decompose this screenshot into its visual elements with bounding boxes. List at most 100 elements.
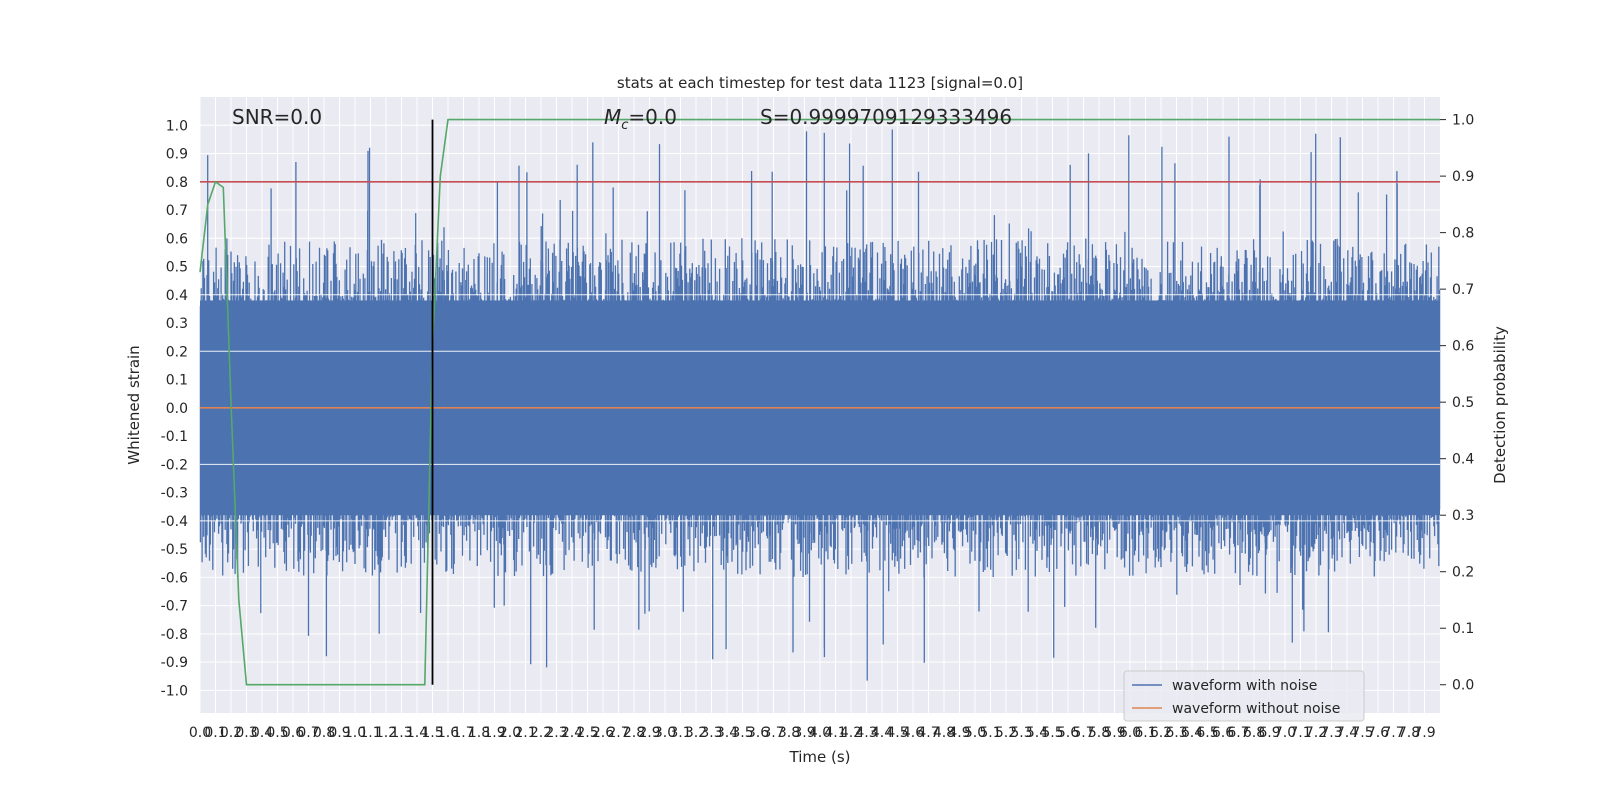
snr-annotation: SNR=0.0	[232, 105, 322, 129]
x-tick: 6.6	[1212, 725, 1234, 741]
x-tick: 2.9	[638, 725, 660, 741]
x-tick: 5.2	[995, 725, 1017, 741]
x-tick: 6.8	[1243, 725, 1265, 741]
series-lines	[199, 118, 1440, 686]
y-tick-left: 1.0	[166, 118, 188, 134]
x-tick: 4.1	[824, 725, 846, 741]
x-tick: 7.6	[1367, 725, 1389, 741]
x-tick: 1.8	[468, 725, 490, 741]
mc-symbol: M	[604, 105, 621, 129]
x-tick: 5.8	[1088, 725, 1110, 741]
x-tick: 2.3	[545, 725, 567, 741]
x-tick: 6.1	[1134, 725, 1156, 741]
x-axis-label: Time (s)	[789, 748, 851, 766]
y-tick-left: 0.6	[166, 231, 188, 247]
x-tick: 5.6	[1057, 725, 1079, 741]
x-tick: 1.0	[344, 725, 366, 741]
x-tick: 0.3	[235, 725, 257, 741]
x-tick: 3.8	[778, 725, 800, 741]
x-tick: 6.2	[1150, 725, 1172, 741]
y-tick-right: 0.5	[1452, 395, 1474, 411]
y-tick-left: 0.1	[166, 373, 188, 389]
x-tick: 5.7	[1072, 725, 1094, 741]
y-tick-right: 0.9	[1452, 169, 1474, 185]
x-tick: 7.3	[1320, 725, 1342, 741]
x-tick: 1.7	[452, 725, 474, 741]
y-tick-right: 0.3	[1452, 508, 1474, 524]
y-axis-label-left: Whitened strain	[125, 345, 143, 464]
x-tick: 0.8	[313, 725, 335, 741]
y-tick-left: 0.4	[166, 288, 188, 304]
x-tick: 3.6	[747, 725, 769, 741]
x-tick: 2.7	[607, 725, 629, 741]
y-tick-left: 0.9	[166, 147, 188, 163]
y-tick-right: 0.7	[1452, 282, 1474, 298]
y-tick-left: 0.2	[166, 344, 188, 360]
y-tick-left: 0.0	[166, 401, 188, 417]
x-tick: 3.5	[731, 725, 753, 741]
right-axis-ticks: 0.0 0.1 0.2 0.3 0.4 0.5 0.6 0.7 0.8 0.9 1.0	[1440, 113, 1474, 694]
x-tick: 1.2	[375, 725, 397, 741]
x-tick: 4.8	[933, 725, 955, 741]
y-tick-left: -0.3	[161, 486, 188, 502]
legend: waveform with noise waveform without noi…	[1123, 670, 1365, 722]
x-tick: 1.9	[483, 725, 505, 741]
x-tick: 1.4	[406, 725, 428, 741]
y-tick-left: -1.0	[161, 683, 188, 699]
x-tick: 2.1	[514, 725, 536, 741]
x-tick: 1.5	[421, 725, 443, 741]
x-tick: 3.1	[669, 725, 691, 741]
y-tick-left: 0.8	[166, 175, 188, 191]
mc-value: =0.0	[628, 105, 677, 129]
x-tick: 4.3	[855, 725, 877, 741]
x-tick: 7.2	[1305, 725, 1327, 741]
left-axis-ticks: -1.0 -0.9 -0.8 -0.7 -0.6 -0.5 -0.4 -0.3 -0.2 -0.1…	[161, 118, 188, 699]
x-tick: 5.9	[1103, 725, 1125, 741]
x-tick: 3.2	[685, 725, 707, 741]
y-axis-label-right: Detection probability	[1491, 326, 1509, 484]
x-tick: 6.9	[1258, 725, 1280, 741]
x-tick: 3.0	[654, 725, 676, 741]
x-tick: 2.6	[592, 725, 614, 741]
x-tick: 0.0	[189, 725, 211, 741]
x-tick: 7.0	[1274, 725, 1296, 741]
x-tick: 2.5	[576, 725, 598, 741]
y-tick-right: 0.6	[1452, 339, 1474, 355]
x-tick: 4.2	[840, 725, 862, 741]
x-tick: 6.3	[1165, 725, 1187, 741]
x-tick: 4.0	[809, 725, 831, 741]
x-tick: 3.9	[793, 725, 815, 741]
y-tick-left: -0.8	[161, 627, 188, 643]
y-tick-right: 0.4	[1452, 452, 1474, 468]
x-tick: 5.4	[1026, 725, 1048, 741]
x-tick: 2.8	[623, 725, 645, 741]
x-tick: 6.0	[1119, 725, 1141, 741]
x-tick: 2.2	[530, 725, 552, 741]
y-tick-left: -0.5	[161, 542, 188, 558]
x-tick: 3.7	[762, 725, 784, 741]
x-tick: 2.4	[561, 725, 583, 741]
y-tick-right: 0.8	[1452, 226, 1474, 242]
x-tick: 7.7	[1382, 725, 1404, 741]
x-tick: 4.6	[902, 725, 924, 741]
x-tick: 7.5	[1351, 725, 1373, 741]
y-tick-left: 0.7	[166, 203, 188, 219]
legend-label-noise: waveform with noise	[1172, 678, 1317, 694]
x-tick: 0.6	[282, 725, 304, 741]
x-tick: 0.5	[266, 725, 288, 741]
series-detection-probability	[199, 118, 1440, 686]
y-tick-right: 0.1	[1452, 621, 1474, 637]
y-tick-left: -0.2	[161, 457, 188, 473]
legend-label-clean: waveform without noise	[1172, 701, 1340, 717]
y-tick-left: 0.5	[166, 260, 188, 276]
x-tick: 0.2	[220, 725, 242, 741]
y-tick-left: -0.6	[161, 570, 188, 586]
x-tick: 5.3	[1010, 725, 1032, 741]
y-tick-right: 1.0	[1452, 113, 1474, 129]
y-tick-left: -0.4	[161, 514, 188, 530]
x-tick: 0.9	[328, 725, 350, 741]
y-tick-right: 0.2	[1452, 565, 1474, 581]
y-tick-left: -0.1	[161, 429, 188, 445]
x-tick: 5.1	[979, 725, 1001, 741]
